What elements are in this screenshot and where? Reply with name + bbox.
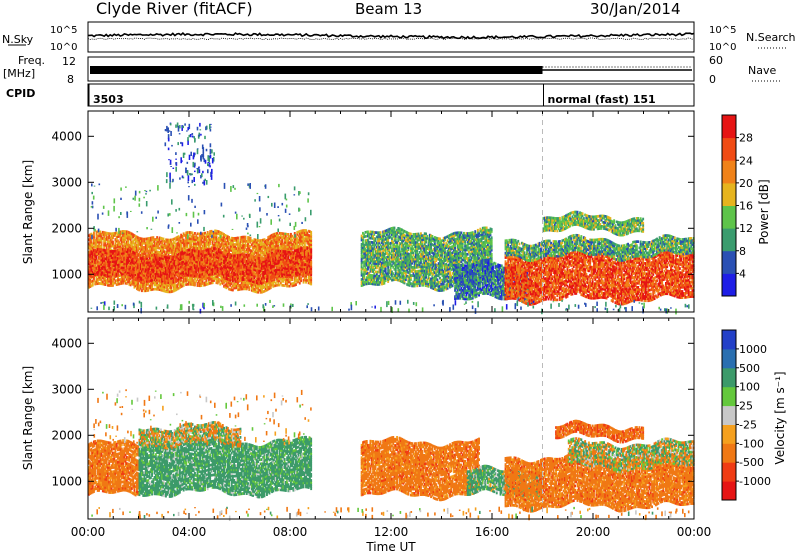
noise-sky-trace [88,33,694,38]
noise-left-tick-bottom: 10^0 [50,42,77,53]
noise-right-label: N.Search [746,31,796,44]
freq-right-tick-top: 60 [709,54,723,67]
heatmap-cell [300,277,302,280]
noise-left-tick-top: 10^5 [50,25,77,36]
freq-trace [90,66,543,74]
cpid-segment-label: 3503 [93,93,124,106]
heatmap-cell [228,236,230,239]
heatmap-cell [163,238,165,241]
cpid-segment-label: normal (fast) 151 [548,93,656,106]
heatmap-cell [112,241,114,244]
heatmap-cell [91,239,93,242]
heatmap-cell [245,236,247,239]
station-title: Clyde River (fitACF) [96,0,253,18]
date-title: 30/Jan/2014 [590,0,681,18]
freq-left-tick-bottom: 8 [67,73,74,86]
noise-right-tick-bottom: 10^0 [709,42,736,53]
heatmap-cell [295,283,297,286]
noise-left-label: N.Sky [2,33,34,46]
freq-traces [90,66,692,74]
freq-right-tick-bottom: 0 [709,73,716,86]
beam-title: Beam 13 [355,0,422,18]
radar-summary-plot: Clyde River (fitACF) Beam 13 30/Jan/2014… [0,0,800,554]
nave-label: Nave [748,64,776,77]
noise-traces [88,33,694,39]
freq-label-line2: [MHz] [3,67,35,80]
heatmap-cell [93,231,95,234]
heatmap-cell [305,229,307,232]
noise-right-tick-top: 10^5 [709,25,736,36]
freq-left-tick-top: 12 [62,55,76,68]
cpid-segments: 3503 normal (fast) 151 [89,84,656,106]
noise-search-trace [88,38,694,40]
heatmap-cell [192,232,194,235]
heatmap-cell [237,237,239,240]
cpid-label: CPID [6,87,35,100]
freq-label-line1: Freq. [18,54,45,67]
heatmap-cell [250,237,252,240]
noise-panel-frame [88,22,694,52]
heatmap-cell [299,282,301,285]
heatmap-cell [310,276,312,279]
heatmap-cell [310,231,312,234]
power-heatmap [88,111,695,314]
heatmap-cell [107,250,109,253]
heatmap-cell [194,232,196,235]
